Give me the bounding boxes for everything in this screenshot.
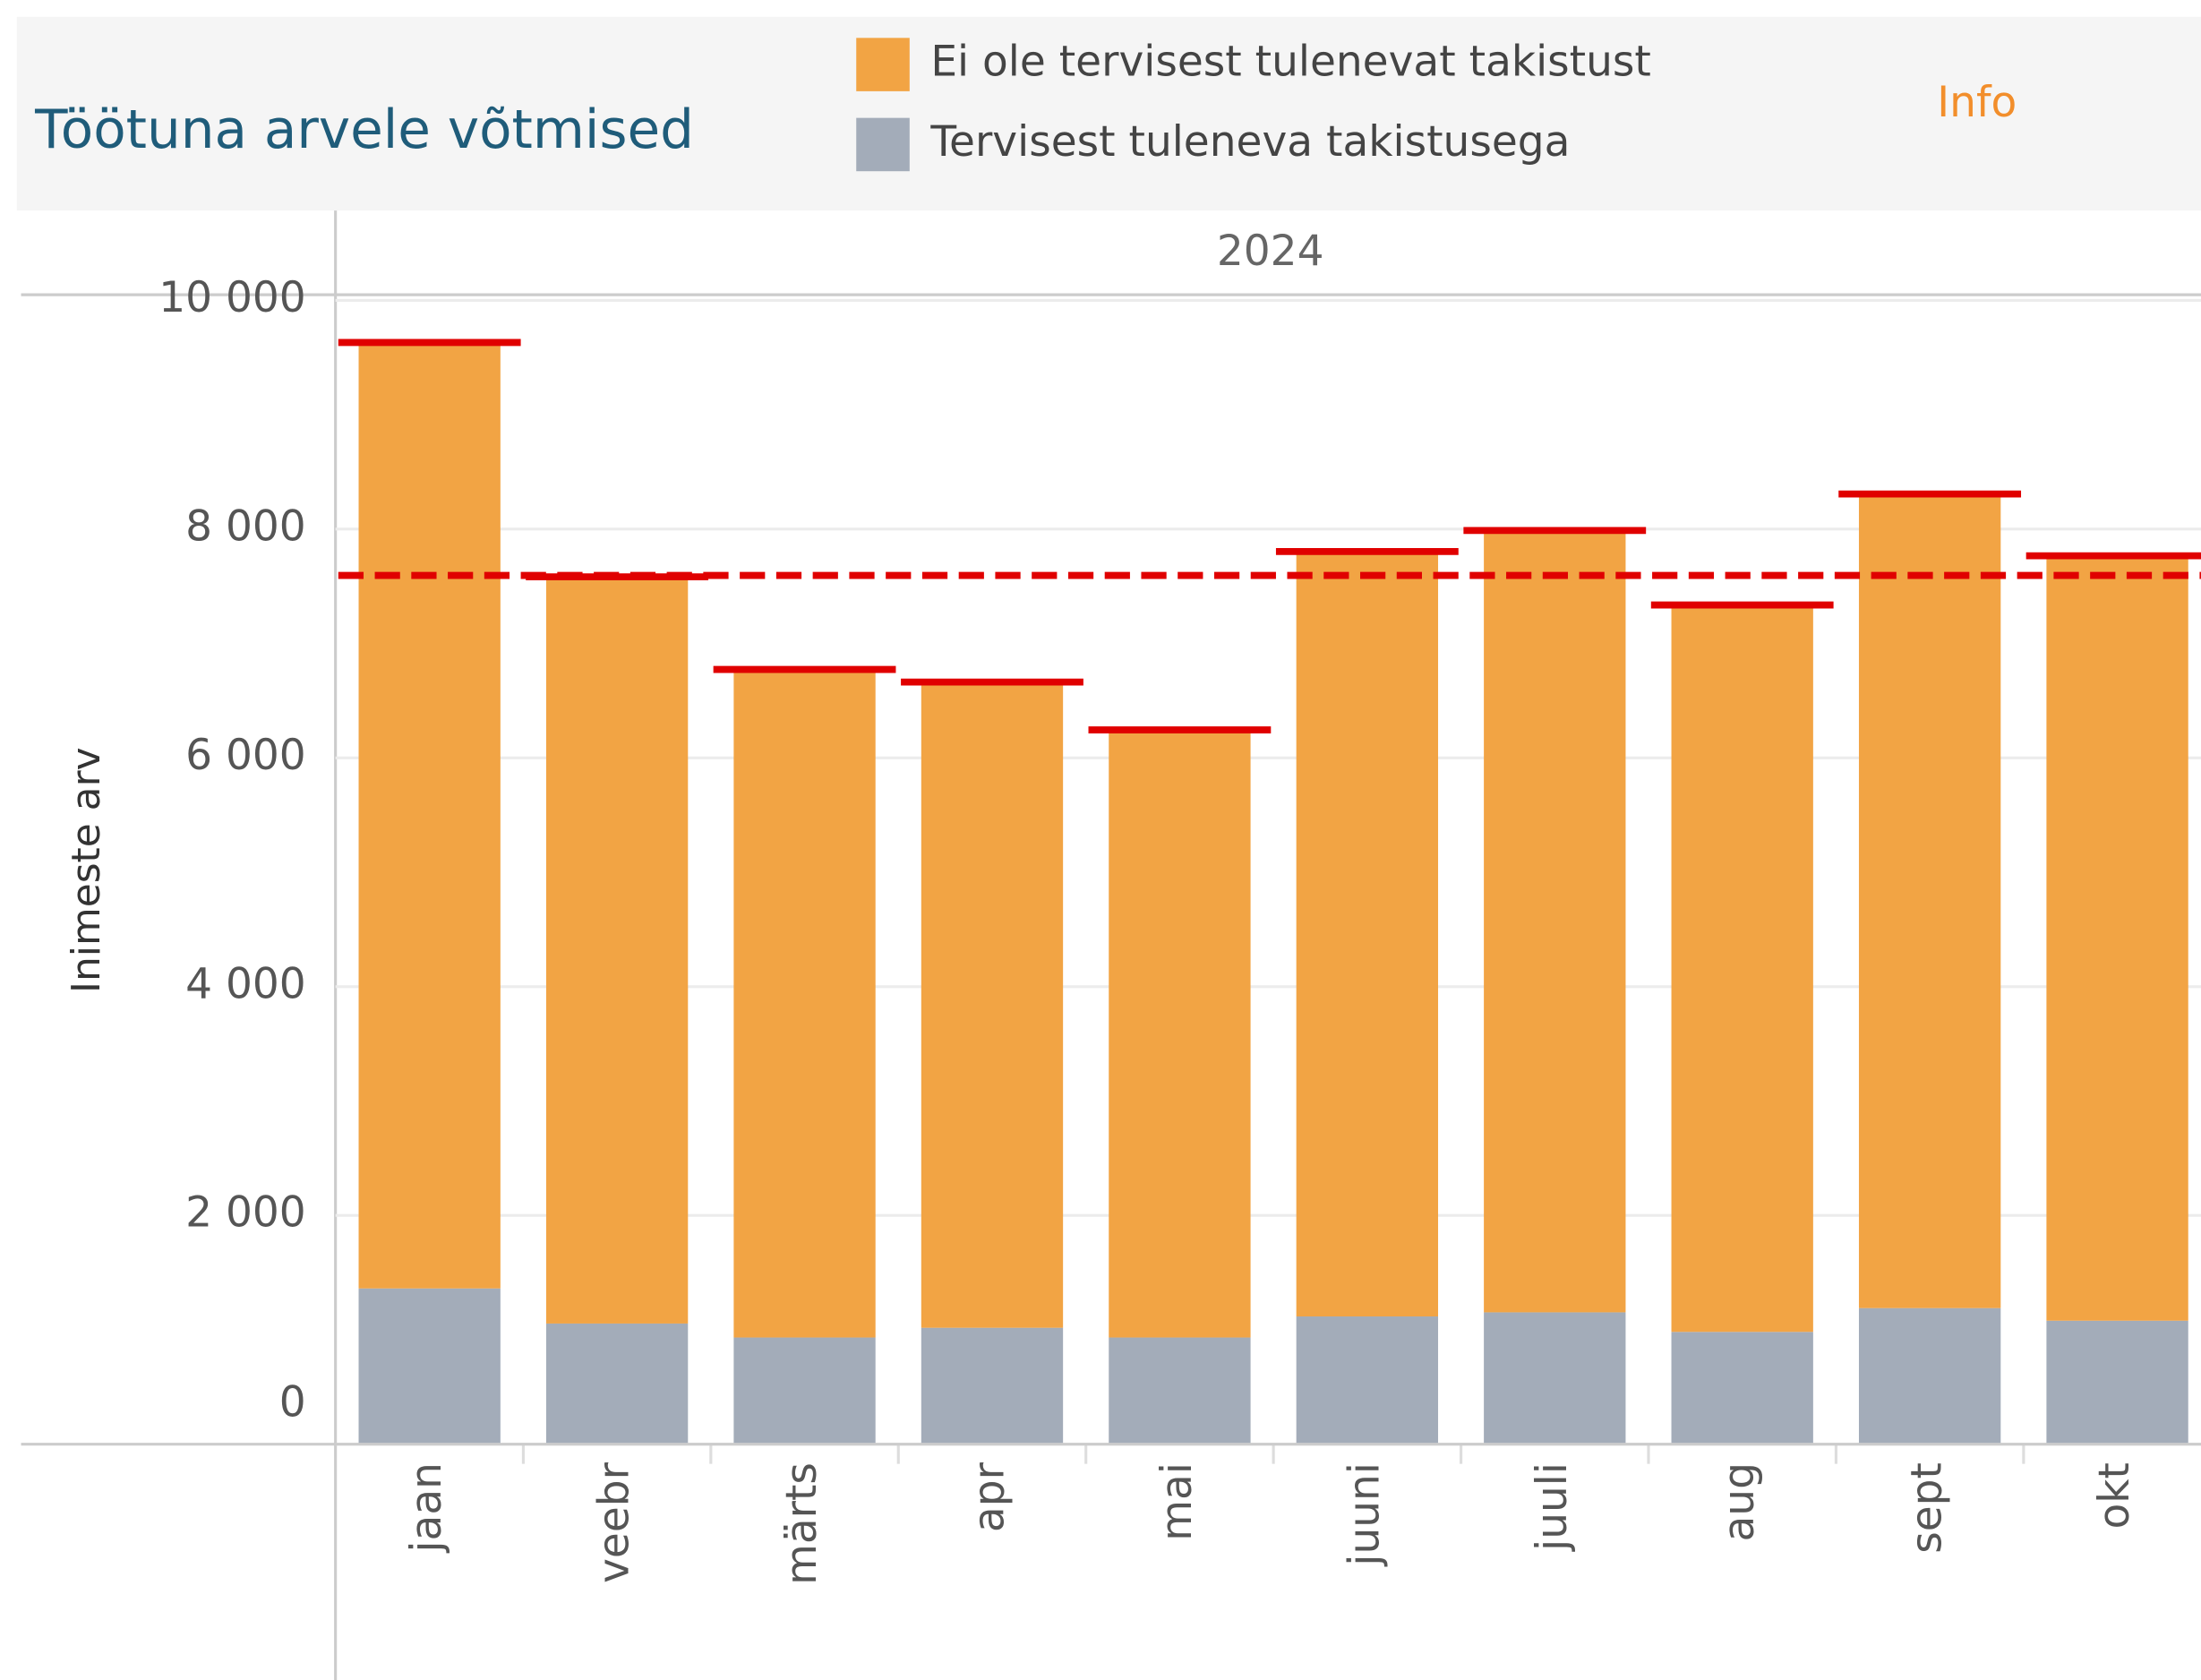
y-tick-label: 4 000 [185,959,306,1008]
y-tick-label: 10 000 [158,273,306,322]
bar-segment [1109,730,1251,1338]
bar-segment [358,342,501,1289]
bar-segment [2046,555,2188,1321]
bar-segment [1296,551,1439,1317]
y-tick-label: 2 000 [185,1188,306,1238]
x-tick-label: juuli [1528,1462,1577,1552]
bar-segment [733,1337,876,1444]
legend-label: Tervisest tuleneva takistusega [929,117,1570,167]
y-axis-title: Inimeste arv [64,747,109,993]
legend-label: Ei ole tervisest tulenevat takistust [930,38,1651,87]
legend-swatch [856,117,910,172]
bar-segment [545,577,689,1324]
panel-header: 2024 [1217,227,1324,276]
bar-segment [1296,1316,1439,1444]
bar-segment [921,681,1064,1328]
x-tick-label: apr [964,1461,1014,1532]
bar-segment [1109,1337,1251,1444]
bar-segment [921,1327,1064,1444]
bar-segment [733,669,876,1338]
y-tick-label: 8 000 [185,501,306,551]
y-tick-label: 0 [279,1377,306,1427]
bar-segment [2046,1320,2188,1444]
x-tick-label: aug [1715,1462,1764,1541]
bar-segment [545,1323,689,1444]
header-bg [16,16,2201,211]
x-tick-label: veebr [590,1461,639,1583]
bar-segment [1671,604,1813,1333]
x-tick-label: märts [777,1462,826,1585]
x-tick-label: juuni [1340,1462,1389,1567]
bar-segment [1484,1312,1626,1444]
info-link[interactable]: Info [1937,78,2017,127]
bar-segment [1858,493,2001,1308]
x-tick-label: sept [1903,1462,1952,1554]
bar-segment [1484,530,1626,1313]
bar-segment [358,1288,501,1444]
bar-segment [1671,1332,1813,1444]
legend-swatch [856,38,910,91]
chart-title: Töötuna arvele võtmised [34,99,694,161]
bar-segment [1858,1307,2001,1444]
x-tick-label: jaan [402,1462,451,1553]
y-tick-label: 6 000 [185,731,306,780]
x-tick-label: mai [1152,1462,1202,1541]
x-tick-label: okt [2090,1462,2139,1529]
